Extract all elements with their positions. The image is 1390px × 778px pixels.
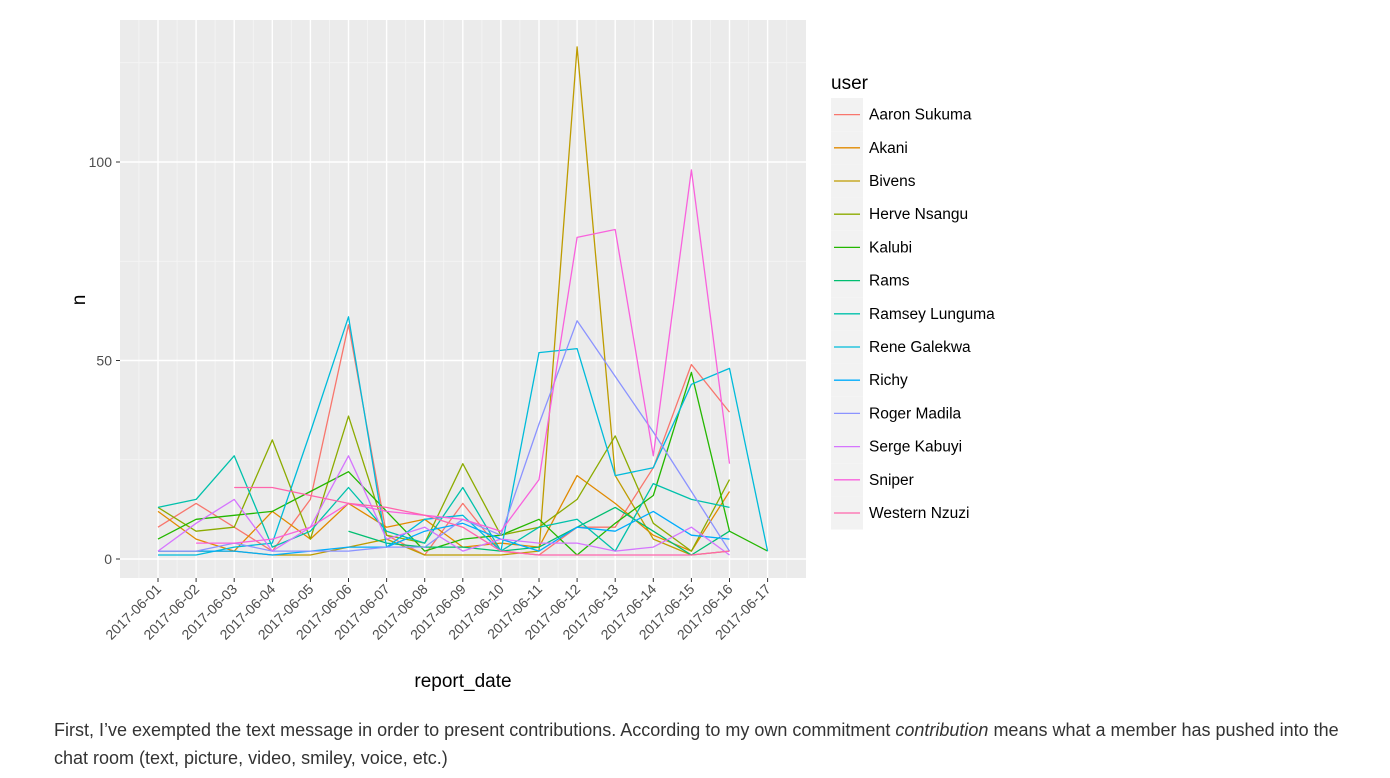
legend-label: Bivens [869,173,916,190]
y-tick-label: 0 [104,551,112,567]
legend-label: Kalubi [869,239,912,256]
legend-item-akani: Akani [831,131,908,165]
legend-item-serge-kabuyi: Serge Kabuyi [831,430,962,464]
legend-item-kalubi: Kalubi [831,230,912,264]
legend-label: Herve Nsangu [869,206,968,223]
series-line-kalubi [157,371,768,556]
legend-item-richy: Richy [831,363,908,397]
legend-item-roger-madila: Roger Madila [831,396,962,430]
legend-label: Roger Madila [869,405,962,422]
series-line-serge-kabuyi [157,455,730,556]
series-line-roger-madila [158,320,731,552]
series-line-ramsey-lunguma [157,455,730,552]
legend-item-ramsey-lunguma: Ramsey Lunguma [831,297,995,331]
series-line-sniper [196,169,731,544]
legend-label: Rene Galekwa [869,339,971,356]
legend-item-herve-nsangu: Herve Nsangu [831,197,968,231]
series-lines [157,46,769,556]
legend: user Aaron Sukuma Akani Bivens Herve Nsangu… [831,73,995,530]
series-line-rene-galekwa [158,316,769,556]
y-tick-label: 50 [96,353,112,369]
series-line-richy [158,510,730,556]
legend-label: Akani [869,140,908,157]
major-gridlines [120,20,806,578]
legend-item-sniper: Sniper [831,463,914,497]
legend-item-rams: Rams [831,264,910,298]
legend-label: Sniper [869,472,914,489]
series-line-aaron-sukuma [157,324,731,556]
legend-label: Serge Kabuyi [869,439,962,456]
caption-emphasis: contribution [895,720,989,740]
line-chart: 0 50 100 2017-06-012017-06-022017-06-03201… [69,20,995,692]
legend-title: user [831,73,869,94]
series-line-rams [348,506,730,556]
legend-label: Ramsey Lunguma [869,306,995,323]
legend-label: Aaron Sukuma [869,107,972,124]
caption-text-start: First, I’ve exempted the text message in… [54,720,896,740]
series-line-western-nzuzi [234,486,730,556]
x-axis: 2017-06-012017-06-022017-06-032017-06-04… [102,578,774,643]
legend-label: Western Nzuzi [869,505,970,522]
y-axis: 0 50 100 [89,154,120,567]
legend-label: Richy [869,372,908,389]
caption-text-end: means what a member has pushed into the … [54,720,1339,768]
series-line-herve-nsangu [157,415,731,552]
y-tick-label: 100 [89,154,113,170]
legend-item-aaron-sukuma: Aaron Sukuma [831,98,972,132]
legend-label: Rams [869,273,910,290]
legend-item-rene-galekwa: Rene Galekwa [831,330,971,364]
y-axis-title: n [69,295,90,306]
x-axis-title: report_date [414,671,511,692]
caption-paragraph: First, I’ve exempted the text message in… [54,716,1354,772]
legend-item-western-nzuzi: Western Nzuzi [831,496,970,530]
legend-item-bivens: Bivens [831,164,916,198]
